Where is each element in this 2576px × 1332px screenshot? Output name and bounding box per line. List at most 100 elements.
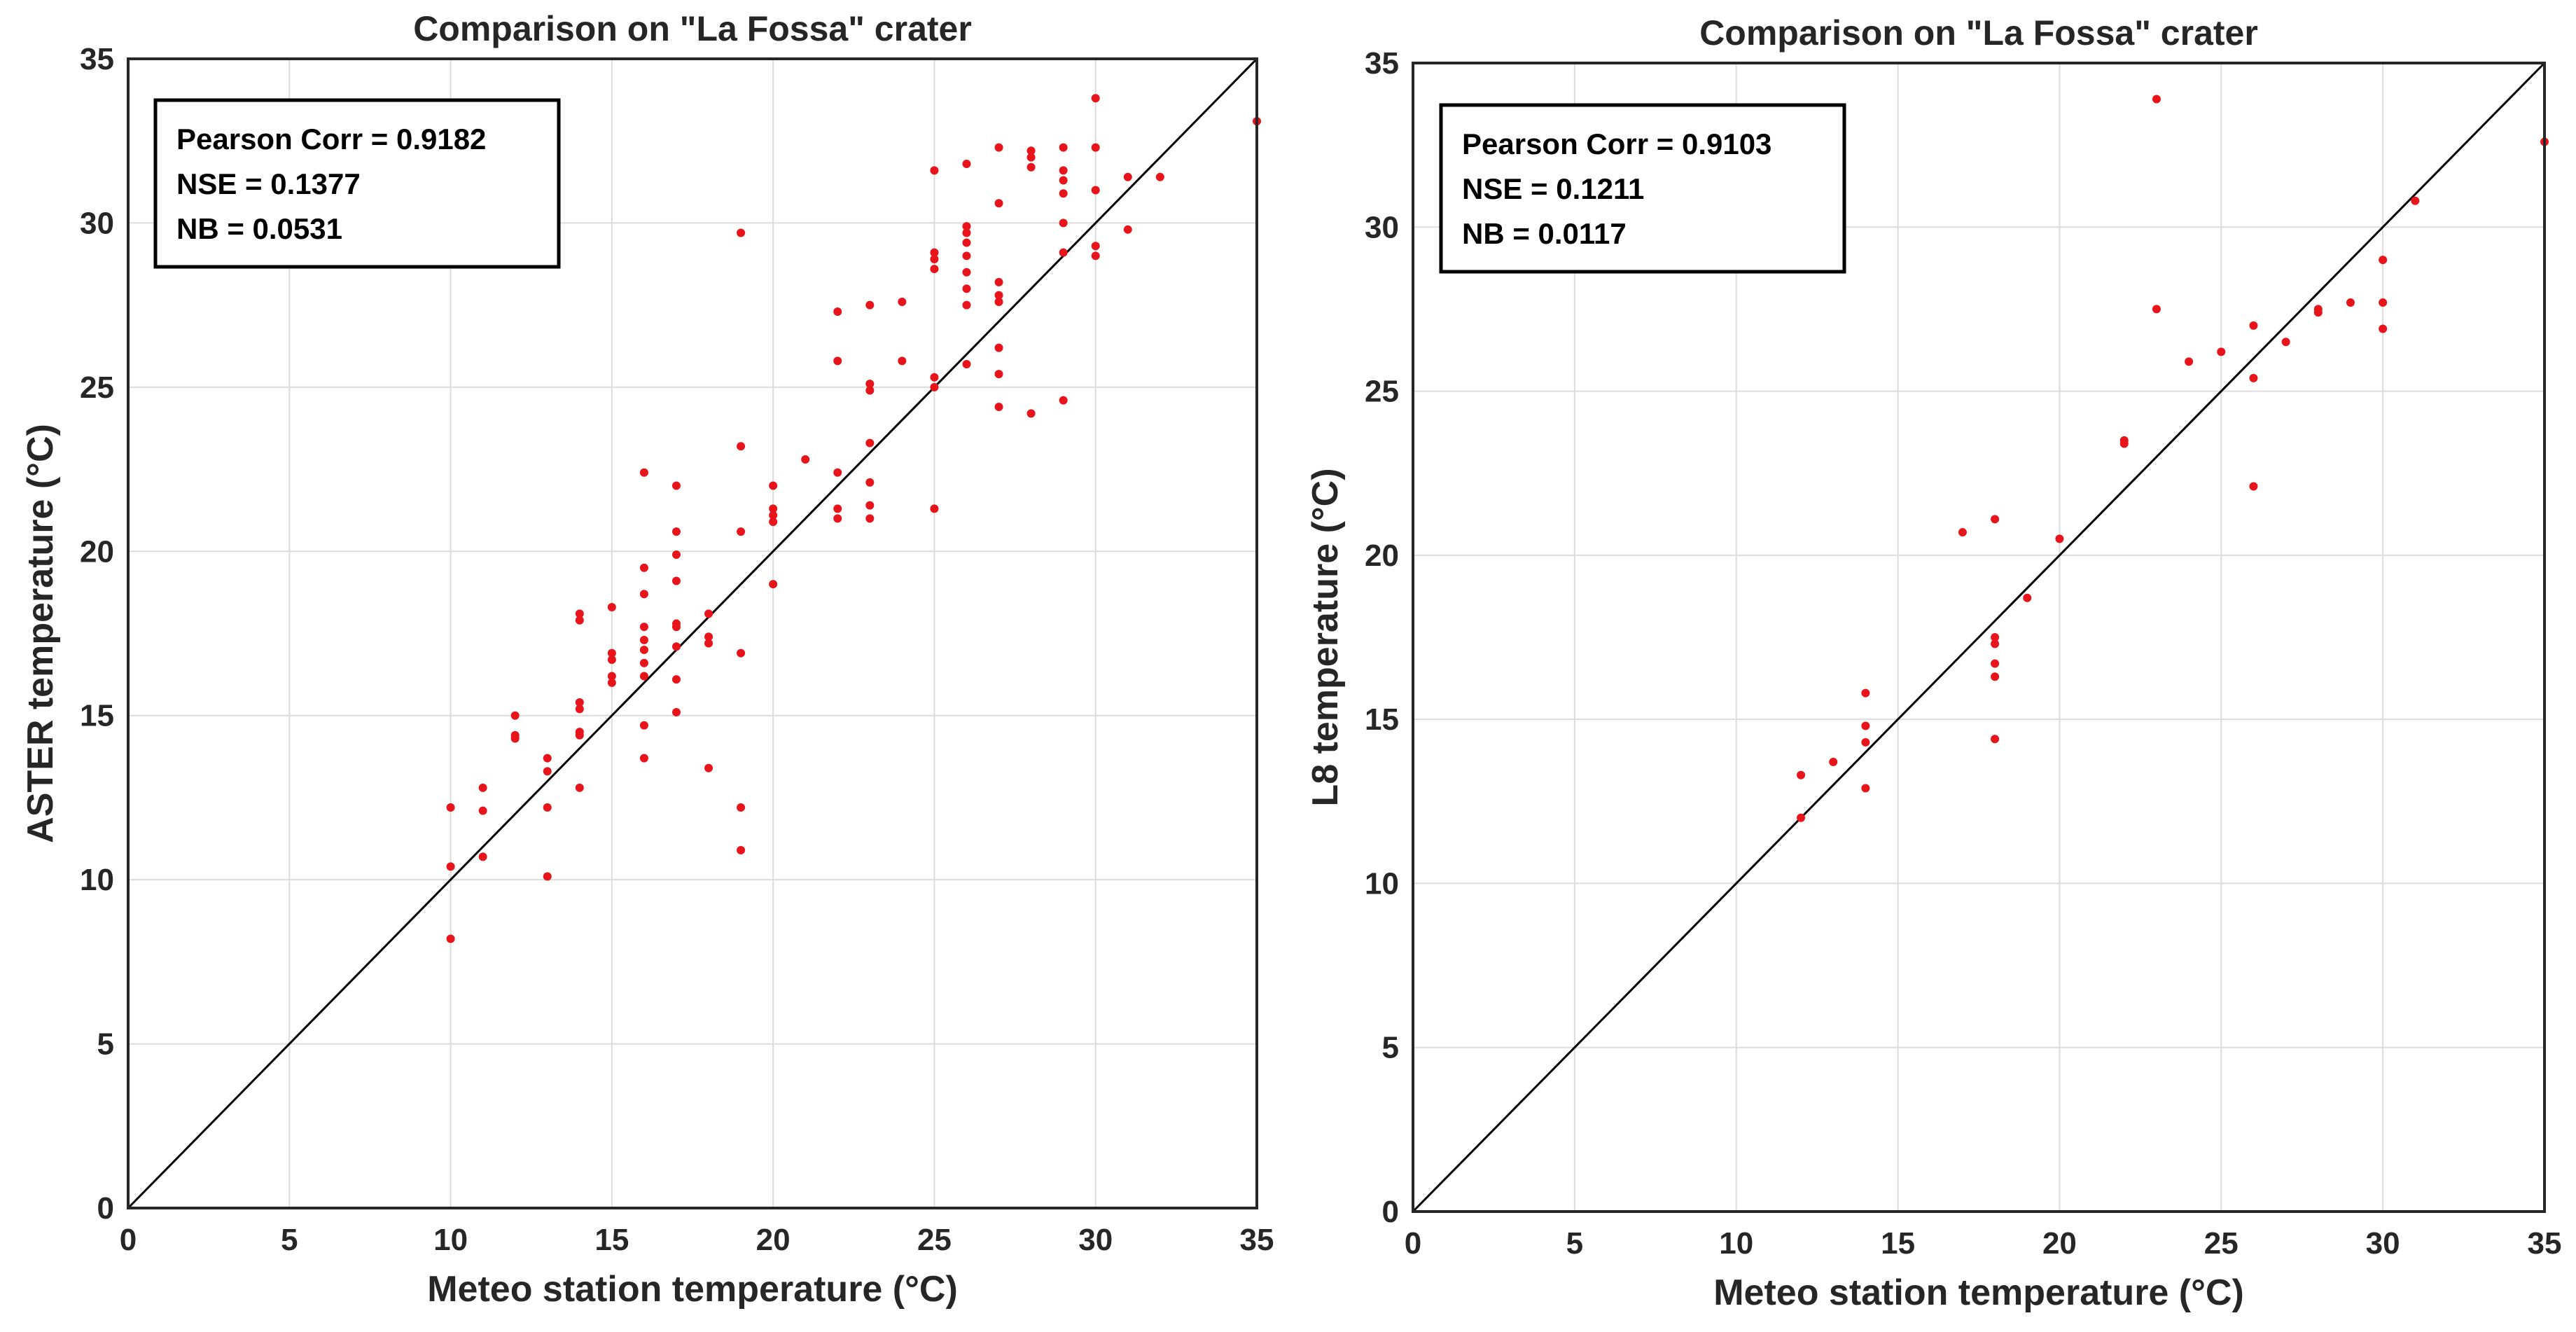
data-point <box>1091 143 1100 152</box>
data-point <box>1059 166 1068 175</box>
stat-pearson-corr: Pearson Corr = 0.9103 <box>1462 127 1771 160</box>
data-point <box>1091 251 1100 261</box>
data-point <box>446 862 455 871</box>
scatter-points <box>446 94 1261 943</box>
data-point <box>2119 436 2129 445</box>
data-point <box>833 514 842 523</box>
y-tick-label: 10 <box>1365 866 1399 901</box>
data-point <box>769 580 778 589</box>
data-point <box>930 504 939 513</box>
data-point <box>962 160 971 169</box>
data-point <box>446 803 455 812</box>
data-point <box>737 845 746 854</box>
data-point <box>865 478 875 487</box>
data-point <box>930 166 939 175</box>
data-point <box>607 602 616 611</box>
y-tick-labels: 0 5 10 15 20 25 30 35 <box>1365 46 1399 1229</box>
data-point <box>769 511 778 520</box>
x-tick-label: 30 <box>1078 1223 1113 1257</box>
y-tick-label: 15 <box>80 699 114 733</box>
y-tick-label: 25 <box>1365 375 1399 409</box>
data-point <box>2411 196 2420 205</box>
data-point <box>607 678 616 687</box>
data-point <box>543 803 552 812</box>
data-point <box>1091 94 1100 103</box>
x-tick-label: 30 <box>2366 1226 2400 1261</box>
data-point <box>833 468 842 477</box>
identity-line <box>1412 62 2546 1213</box>
data-point <box>575 783 584 792</box>
data-point <box>1991 639 2000 648</box>
data-point <box>639 721 648 730</box>
data-point <box>865 438 875 448</box>
y-tick-label: 35 <box>1365 46 1399 81</box>
data-point <box>1991 633 2000 641</box>
data-point <box>2152 305 2161 314</box>
data-point <box>607 655 616 665</box>
data-point <box>865 386 875 395</box>
y-tick-label: 20 <box>1365 539 1399 573</box>
x-tick-label: 25 <box>917 1223 952 1257</box>
statistics-box-frame <box>153 98 561 269</box>
data-point <box>1026 146 1036 155</box>
data-point <box>543 754 552 763</box>
data-point <box>671 708 681 717</box>
x-tick-label: 15 <box>594 1223 629 1257</box>
y-tick-label: 25 <box>80 370 114 405</box>
chart-title: Comparison on "La Fossa" crater <box>1699 13 2258 53</box>
y-tick-label: 30 <box>80 206 114 240</box>
data-point <box>1861 721 1870 730</box>
data-point <box>639 590 648 599</box>
data-point <box>2379 324 2388 333</box>
data-point <box>769 481 778 490</box>
data-point <box>994 143 1003 152</box>
data-point <box>2313 305 2323 314</box>
statistics-box: Pearson Corr = 0.9182 NSE = 0.1377 NB = … <box>153 98 561 269</box>
data-point <box>1059 143 1068 152</box>
data-point <box>994 277 1003 286</box>
data-point <box>2249 321 2258 330</box>
data-point <box>639 468 648 477</box>
data-point <box>543 767 552 776</box>
stat-nse: NSE = 0.1377 <box>176 167 361 200</box>
y-tick-label: 0 <box>1382 1195 1399 1229</box>
x-axis-label: Meteo station temperature (°C) <box>427 1269 958 1310</box>
data-point <box>769 518 778 527</box>
data-point <box>930 382 939 391</box>
l8-scatter-panel: Comparison on "La Fossa" crater Meteo st… <box>1305 13 2561 1313</box>
x-tick-label: 35 <box>2528 1226 2562 1261</box>
data-point <box>865 501 875 510</box>
data-point <box>607 648 616 658</box>
data-point <box>994 402 1003 411</box>
data-point <box>962 300 971 310</box>
data-point <box>671 675 681 684</box>
y-tick-labels: 0 5 10 15 20 25 30 35 <box>80 42 114 1226</box>
data-point <box>737 228 746 237</box>
data-point <box>1829 758 1838 767</box>
data-point <box>1059 176 1068 185</box>
data-point <box>704 763 713 772</box>
data-point <box>930 265 939 274</box>
data-point <box>1123 225 1132 234</box>
data-point <box>510 730 520 740</box>
data-point <box>671 576 681 585</box>
data-point <box>2281 338 2290 347</box>
data-point <box>930 373 939 382</box>
data-point <box>1091 186 1100 195</box>
data-point <box>639 672 648 681</box>
data-point <box>639 645 648 654</box>
data-point <box>737 803 746 812</box>
data-point <box>1123 172 1132 181</box>
data-point <box>1059 248 1068 257</box>
data-point <box>478 806 487 815</box>
data-point <box>478 783 487 792</box>
data-point <box>962 222 971 231</box>
data-point <box>575 609 584 618</box>
data-point <box>962 228 971 237</box>
data-point <box>2249 482 2258 491</box>
stat-nb: NB = 0.0117 <box>1462 217 1627 250</box>
data-point <box>575 616 584 625</box>
data-point <box>962 238 971 247</box>
data-point <box>639 563 648 572</box>
